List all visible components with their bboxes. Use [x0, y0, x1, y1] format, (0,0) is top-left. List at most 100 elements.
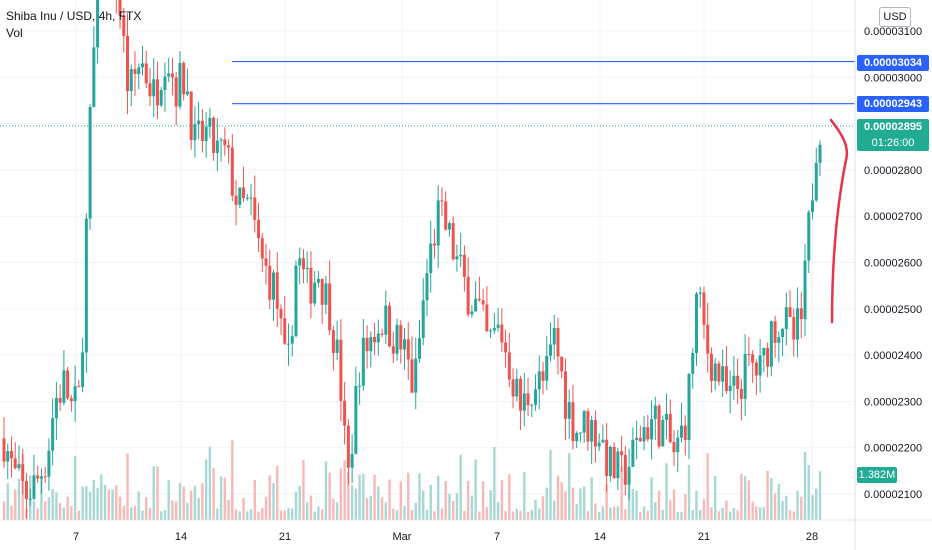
volume-bar	[197, 498, 200, 520]
volume-bar	[264, 496, 268, 520]
volume-bar	[178, 483, 182, 520]
volume-bar	[201, 483, 204, 520]
candle-body	[788, 307, 792, 317]
candle-body	[462, 254, 466, 277]
volume-bar	[466, 480, 470, 520]
candle-body	[81, 352, 85, 387]
volume-bar	[575, 503, 578, 520]
volume-bar	[770, 477, 773, 520]
volume-bar	[208, 446, 212, 520]
volume-bars	[2, 440, 822, 520]
volume-bar	[459, 454, 462, 520]
candle-body	[170, 73, 174, 78]
volume-bar	[556, 475, 560, 520]
candle-body	[69, 398, 73, 402]
candle-body	[309, 267, 313, 304]
volume-bar	[47, 497, 51, 520]
candle-body	[530, 404, 534, 406]
candle-body	[155, 79, 159, 106]
candle-body	[133, 69, 137, 74]
volume-bar	[631, 488, 635, 520]
volume-bar	[249, 509, 253, 520]
volume-bar	[392, 508, 395, 520]
candle-body	[316, 278, 320, 283]
candle-body	[612, 446, 616, 479]
volume-bar	[470, 495, 474, 520]
volume-bar	[328, 472, 331, 520]
candle-body	[702, 292, 706, 325]
volume-bar	[14, 489, 17, 520]
volume-bar	[732, 508, 736, 520]
volume-bar	[519, 510, 522, 520]
candle-body	[436, 200, 440, 246]
volume-bar	[788, 510, 792, 520]
volume-bar	[118, 496, 122, 520]
candle-body	[298, 258, 302, 266]
volume-bar	[369, 495, 373, 520]
volume-bar	[511, 511, 515, 520]
candle-body	[691, 353, 695, 374]
candle-body	[777, 337, 781, 343]
volume-bar	[171, 500, 174, 520]
candle-body	[6, 451, 10, 462]
candle-body	[395, 324, 399, 354]
drawing-curve	[829, 118, 849, 324]
candle-body	[331, 330, 335, 353]
candle-body	[567, 402, 571, 419]
candle-body	[410, 359, 414, 393]
volume-bar	[541, 496, 545, 520]
volume-bar	[800, 496, 803, 520]
candle-body	[54, 398, 58, 419]
candle-body	[399, 324, 403, 350]
candle-body	[185, 91, 189, 95]
candle-body	[522, 393, 526, 411]
volume-bar	[152, 466, 155, 520]
candle-body	[24, 480, 28, 499]
volume-bar	[594, 503, 597, 520]
hline-lower-tag: 0.00002943	[857, 96, 929, 112]
candle-body	[230, 147, 234, 196]
candle-body	[784, 307, 788, 329]
currency-button[interactable]: USD	[879, 7, 911, 27]
volume-bar	[339, 468, 343, 520]
candle-body	[496, 324, 500, 328]
candle-body	[242, 187, 246, 199]
candle-body	[631, 439, 635, 467]
candle-body	[657, 405, 661, 447]
price-tick-label: 0.00002600	[864, 258, 922, 270]
candle-body	[724, 366, 728, 392]
volume-bar	[702, 499, 706, 520]
candle-body	[403, 339, 407, 350]
volume-bar	[103, 484, 107, 520]
volume-bar	[261, 508, 264, 520]
candle-body	[762, 347, 766, 356]
candle-body	[365, 337, 369, 352]
price-tick-label: 0.00003100	[864, 26, 922, 38]
time-tick-label: Mar	[393, 531, 412, 543]
candle-body	[534, 389, 538, 405]
candle-body	[811, 200, 815, 213]
candle-body	[51, 418, 55, 451]
candle-body	[264, 258, 268, 266]
volume-bar	[515, 509, 519, 520]
volume-bar	[130, 507, 133, 520]
volume-bar	[684, 494, 687, 520]
candle-body	[13, 458, 17, 469]
volume-bar	[650, 477, 653, 520]
volume-tag: 1.382M	[857, 467, 897, 483]
volume-bar	[163, 510, 167, 520]
volume-bar	[32, 501, 36, 520]
candle-body	[582, 411, 586, 433]
volume-bar	[189, 490, 193, 520]
volume-bar	[792, 511, 795, 520]
candle-body	[672, 441, 676, 453]
volume-bar	[609, 507, 612, 520]
volume-bar	[654, 502, 657, 520]
volume-bar	[58, 502, 62, 520]
candle-body	[425, 273, 429, 301]
price-tick-label: 0.00002300	[864, 396, 922, 408]
volume-bar	[553, 500, 556, 520]
hand-drawn-arrow	[829, 118, 849, 324]
